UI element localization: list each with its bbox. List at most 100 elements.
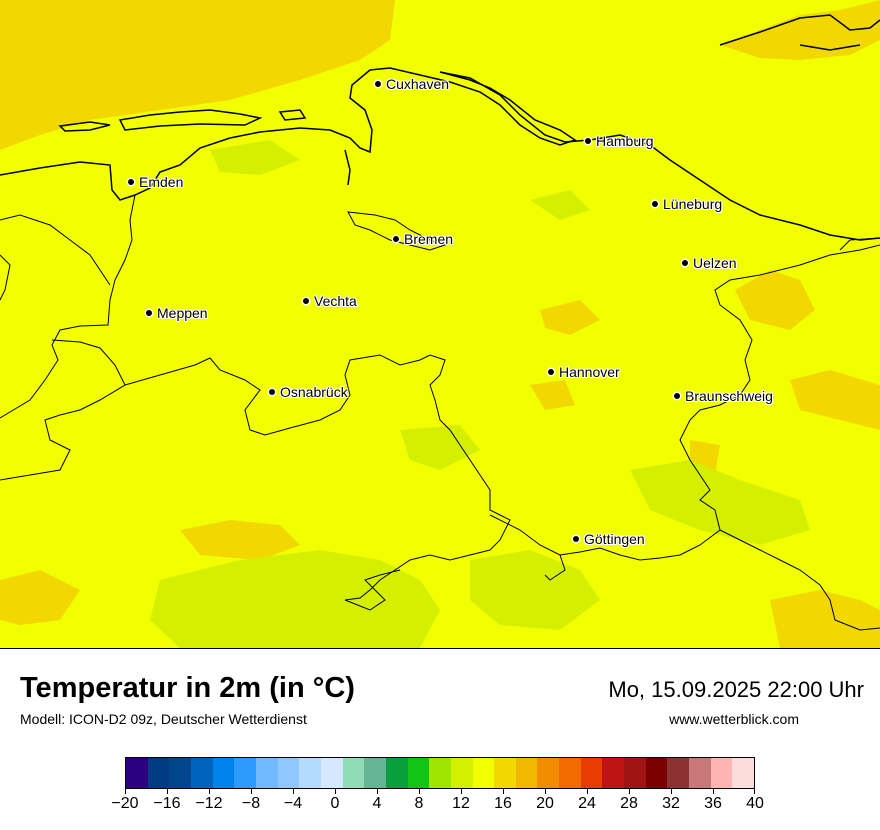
colorbar-segment [580,758,603,788]
colorbar-tick-label: 32 [662,795,680,812]
city-label: Osnabrück [280,384,348,400]
colorbar-tick-label: 24 [578,795,596,812]
colorbar-tick [251,789,252,794]
borders [0,194,880,631]
colorbar-tick [125,789,126,794]
city-dot [674,393,680,399]
city-label: Vechta [314,293,357,309]
city-dot [393,236,399,242]
colorbar-segment [689,758,711,788]
city-marker: Vechta [303,293,357,309]
city-marker: Bremen [393,231,453,247]
warm-area-southwest [0,570,80,625]
colorbar-tick [545,789,546,794]
city-label: Göttingen [584,531,645,547]
colorbar-tick [587,789,588,794]
colorbar-segment [732,758,755,788]
city-marker: Hamburg [585,133,654,149]
colorbar-tick [377,789,378,794]
colorbar-ticks: −20 −16 −12 −8 −4 0 4 8 12 16 20 24 28 32 36 40 [111,789,764,821]
colorbar-tick-label: 12 [452,795,470,812]
temperature-map: Cuxhaven Hamburg Emden Lüneburg Bremen Uelzen… [0,0,880,649]
city-label: Uelzen [693,255,737,271]
city-label: Hamburg [596,133,654,149]
colorbar-tick [713,789,714,794]
colorbar-segment [537,758,560,788]
city-label: Emden [139,174,184,190]
colorbar-segment [667,758,690,788]
city-marker: Braunschweig [674,388,773,404]
city-marker: Uelzen [682,255,737,271]
colorbar-tick [629,789,630,794]
city-label: Cuxhaven [386,76,450,92]
colorbar-tick [461,789,462,794]
city-label: Meppen [157,305,208,321]
colorbar-segment [472,758,495,788]
colorbar-tick-label: −8 [241,795,261,812]
colorbar-segment [342,758,365,788]
colorbar-tick-label: 28 [620,795,638,812]
city-label: Hannover [559,364,620,380]
cool-area-south [150,550,440,648]
city-marker: Emden [128,174,183,190]
colorbar-segment [277,758,300,788]
colorbar-tick-label: −12 [195,795,223,812]
colorbar-segment [645,758,668,788]
colorbar-tick-label: 20 [536,795,554,812]
colorbar-tick [503,789,504,794]
warm-area-southeast [770,590,880,648]
colorbar-tick [209,789,210,794]
city-dot [128,179,134,185]
warm-area-northsea [0,0,395,150]
colorbar-tick-label: −4 [283,795,303,812]
city-dot [375,81,381,87]
city-dot [652,201,658,207]
map-canvas [0,0,880,648]
temperature-colorbar [125,757,755,789]
city-dot [585,138,591,144]
colorbar-tick [754,789,755,794]
city-dot [303,298,309,304]
model-credit: Modell: ICON-D2 09z, Deutscher Wetterdie… [20,711,307,727]
city-marker: Osnabrück [269,384,348,400]
colorbar-segment [190,758,213,788]
city-dot [269,389,275,395]
colorbar-segment [429,758,451,788]
website-link[interactable]: www.wetterblick.com [669,711,799,727]
colorbar-tick [167,789,168,794]
colorbar-tick-label: −20 [111,795,139,812]
colorbar-segment [234,758,256,788]
city-label: Lüneburg [663,196,723,212]
colorbar-segment [320,758,343,788]
colorbar-segment [385,758,408,788]
cool-area-southcenter [470,550,600,630]
colorbar-segment [147,758,170,788]
colorbar-segment [255,758,278,788]
colorbar-segment [407,758,430,788]
colorbar-segment [559,758,581,788]
colorbar-segment [169,758,191,788]
colorbar-segment [624,758,646,788]
forecast-datetime: Mo, 15.09.2025 22:00 Uhr [608,677,864,702]
colorbar-tick-label: 8 [414,795,424,812]
city-label: Bremen [404,231,454,247]
coastlines [0,14,880,241]
city-dot [146,310,152,316]
colorbar-tick [335,789,336,794]
warm-area-center [540,300,600,335]
colorbar-segment [299,758,321,788]
city-marker: Cuxhaven [375,76,449,92]
cool-area-harz [630,460,810,545]
city-marker: Göttingen [573,531,645,547]
colorbar-segment [126,758,148,788]
colorbar-tick-label: 16 [494,795,512,812]
warm-area-northeast [720,0,880,60]
colorbar-tick-label: 36 [704,795,722,812]
city-label: Braunschweig [685,388,773,404]
city-dot [548,369,554,375]
colorbar-tick [293,789,294,794]
colorbar-tick [419,789,420,794]
colorbar-segment [494,758,516,788]
city-dot [682,260,688,266]
cool-area-center [400,425,480,470]
